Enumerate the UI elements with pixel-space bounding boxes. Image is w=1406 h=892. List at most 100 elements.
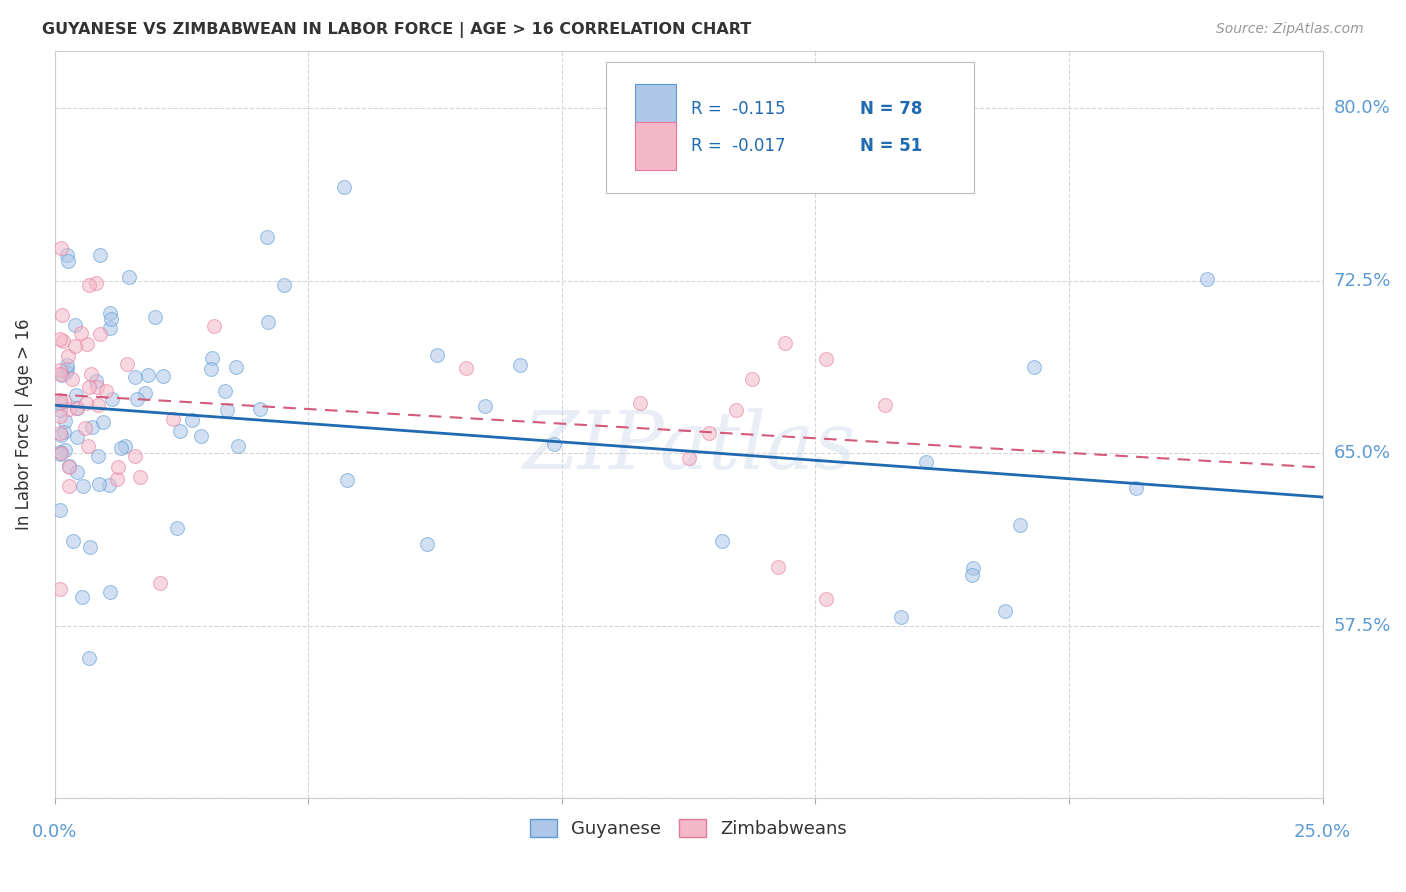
Point	[86, 380, 108, 394]
Point	[226, 440, 249, 454]
Point	[768, 560, 790, 574]
Point	[249, 401, 271, 416]
Point	[152, 369, 174, 384]
Point	[134, 385, 156, 400]
Point	[960, 568, 983, 582]
Point	[509, 359, 531, 373]
Point	[56, 349, 79, 363]
Point	[79, 278, 101, 293]
Point	[65, 401, 87, 416]
Point	[415, 537, 437, 551]
Point	[98, 305, 121, 319]
Text: 25.0%: 25.0%	[1294, 823, 1351, 841]
Y-axis label: In Labor Force | Age > 16: In Labor Force | Age > 16	[15, 318, 32, 530]
Point	[58, 459, 80, 474]
Point	[49, 427, 72, 442]
Text: N = 78: N = 78	[859, 100, 922, 118]
Point	[814, 352, 837, 367]
Point	[77, 380, 100, 394]
Point	[56, 253, 79, 268]
Point	[76, 396, 98, 410]
Point	[48, 444, 70, 458]
Point	[58, 478, 80, 492]
Point	[1024, 359, 1046, 374]
Point	[124, 450, 146, 464]
Point	[48, 393, 70, 408]
Point	[110, 442, 132, 456]
Text: GUYANESE VS ZIMBABWEAN IN LABOR FORCE | AGE > 16 CORRELATION CHART: GUYANESE VS ZIMBABWEAN IN LABOR FORCE | …	[42, 22, 751, 38]
Point	[87, 397, 110, 411]
Point	[333, 179, 356, 194]
Point	[169, 424, 191, 438]
Point	[256, 229, 278, 244]
Point	[678, 451, 700, 466]
Point	[48, 368, 70, 382]
Point	[149, 575, 172, 590]
Point	[49, 445, 72, 459]
Point	[118, 270, 141, 285]
Point	[84, 276, 107, 290]
Point	[1125, 481, 1147, 495]
Point	[474, 400, 496, 414]
Point	[52, 394, 75, 409]
Point	[66, 465, 89, 479]
Text: 72.5%: 72.5%	[1334, 272, 1391, 290]
Point	[48, 403, 70, 417]
Point	[962, 561, 984, 575]
Point	[114, 439, 136, 453]
Text: R =  -0.017: R = -0.017	[692, 137, 786, 155]
Point	[87, 449, 110, 463]
Point	[65, 388, 87, 402]
Point	[217, 403, 239, 417]
Point	[70, 326, 93, 340]
Text: Source: ZipAtlas.com: Source: ZipAtlas.com	[1216, 22, 1364, 37]
Point	[711, 534, 734, 549]
Text: ZIPatlas: ZIPatlas	[522, 409, 855, 485]
Point	[143, 310, 166, 324]
Legend: Guyanese, Zimbabweans: Guyanese, Zimbabweans	[523, 812, 855, 846]
Point	[91, 415, 114, 429]
Point	[100, 311, 122, 326]
Point	[1008, 517, 1031, 532]
Point	[62, 372, 84, 386]
Point	[58, 401, 80, 416]
Point	[48, 426, 70, 441]
Text: R =  -0.115: R = -0.115	[692, 100, 786, 118]
Point	[48, 503, 70, 517]
Point	[80, 419, 103, 434]
Point	[77, 651, 100, 665]
Point	[53, 442, 76, 457]
Text: 0.0%: 0.0%	[32, 823, 77, 841]
Point	[100, 321, 122, 335]
Point	[994, 603, 1017, 617]
Point	[166, 520, 188, 534]
Point	[80, 367, 103, 381]
Point	[72, 590, 94, 604]
Point	[98, 585, 121, 599]
Point	[136, 368, 159, 383]
Point	[190, 429, 212, 443]
Point	[56, 358, 79, 372]
Point	[79, 540, 101, 554]
Point	[202, 319, 225, 334]
Point	[456, 361, 478, 376]
Point	[63, 339, 86, 353]
Point	[628, 396, 651, 410]
Point	[105, 472, 128, 486]
Point	[94, 384, 117, 399]
Point	[200, 361, 222, 376]
Point	[55, 365, 77, 379]
Text: 80.0%: 80.0%	[1334, 99, 1391, 117]
Text: 57.5%: 57.5%	[1334, 616, 1391, 635]
Point	[77, 439, 100, 453]
Point	[48, 363, 70, 377]
Point	[56, 248, 79, 262]
Point	[72, 479, 94, 493]
Point	[741, 371, 763, 385]
Point	[336, 473, 359, 487]
Point	[89, 248, 111, 262]
Point	[128, 470, 150, 484]
Point	[1195, 272, 1218, 286]
Point	[51, 241, 73, 255]
Point	[48, 409, 70, 424]
